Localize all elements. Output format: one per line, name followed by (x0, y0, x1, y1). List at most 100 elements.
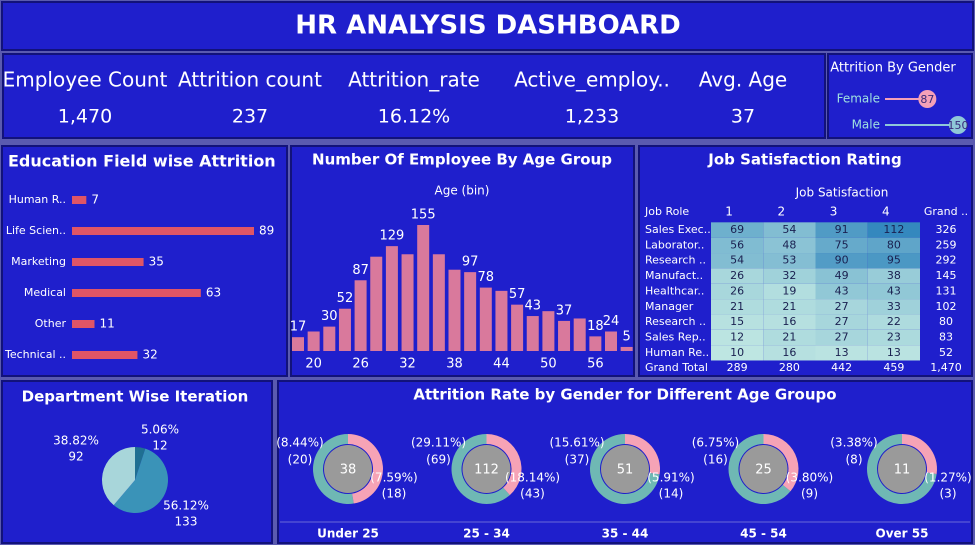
row-label: Manager (645, 300, 694, 313)
cell-value: 12 (730, 330, 744, 343)
bar (464, 272, 477, 351)
cell-value: 27 (835, 315, 849, 328)
bar (292, 337, 304, 351)
percent-label: (6.75%) (692, 436, 739, 450)
count-label: 92 (68, 450, 83, 464)
cell-value: 91 (835, 223, 849, 236)
kpi-value: 237 (232, 106, 268, 128)
panel-title: Attrition By Gender (830, 61, 956, 76)
heat-cell (763, 253, 816, 269)
cell-value: 48 (782, 238, 796, 251)
cell-value: 13 (835, 346, 849, 359)
heat-cell (763, 299, 816, 315)
panel-title: Number Of Employee By Age Group (312, 151, 612, 169)
bar (620, 346, 633, 351)
cell-value: 27 (835, 300, 849, 313)
cell-value: 43 (887, 284, 901, 297)
column-total: 289 (727, 361, 748, 374)
value-label: 87 (920, 93, 934, 106)
cell-value: 56 (730, 238, 744, 251)
heat-cell (815, 314, 868, 330)
heat-cell (763, 329, 816, 346)
cell-value: 75 (835, 238, 849, 251)
bar (72, 258, 144, 266)
column-header: 1 (725, 205, 733, 219)
donut-segment (902, 434, 937, 474)
row-label: Human Re.. (645, 346, 709, 359)
heat-cell (711, 253, 764, 269)
donut-segment (486, 434, 522, 496)
heat-cell (867, 329, 920, 346)
kpi-value: 16.12% (378, 106, 450, 128)
heat-cell (763, 237, 816, 254)
bar (72, 289, 201, 297)
count-label: (14) (659, 487, 684, 501)
bar (72, 351, 138, 359)
row-total: 80 (939, 315, 953, 328)
value-label: 52 (337, 291, 354, 306)
heat-cell (711, 345, 764, 361)
heat-cell (815, 299, 868, 315)
heat-cell (867, 253, 920, 269)
bar (72, 196, 87, 204)
row-header: Job Role (644, 205, 689, 218)
heat-cell (815, 283, 868, 300)
count-label: (18) (382, 487, 407, 501)
x-tick-label: 26 (352, 357, 369, 372)
category-label: Medical (24, 286, 66, 299)
value-label: 17 (290, 320, 307, 335)
kpi-label: Active_employ.. (514, 68, 670, 92)
donut-segment (312, 434, 354, 505)
heat-cell (711, 329, 764, 346)
donut-segment (728, 434, 791, 504)
axis-title: Age (bin) (435, 184, 490, 198)
bar (448, 269, 461, 351)
pie-slice (135, 447, 146, 480)
category-label: Under 25 (317, 527, 379, 541)
x-tick-label: 50 (540, 357, 557, 372)
total-label: Grand Total (645, 361, 708, 374)
cell-value: 27 (835, 330, 849, 343)
row-label: Sales Exec.. (645, 223, 711, 236)
category-label: Technical .. (4, 348, 66, 361)
row-total: 102 (936, 300, 957, 313)
value-label: 43 (524, 299, 541, 314)
value-label: 7 (91, 193, 99, 207)
row-label: Healthcar.. (645, 284, 704, 297)
value-label: 97 (462, 255, 479, 270)
cell-value: 16 (782, 346, 796, 359)
value-label: 24 (603, 314, 620, 329)
cell-value: 21 (782, 330, 796, 343)
percent-label: (8.44%) (276, 436, 323, 450)
value-label: 37 (556, 303, 573, 318)
percent-label: (3.80%) (786, 471, 833, 485)
percent-label: (7.59%) (370, 471, 417, 485)
column-total: 459 (883, 361, 904, 374)
column-header: 4 (882, 205, 890, 219)
heat-cell (867, 314, 920, 330)
donut-center (324, 445, 372, 493)
cell-value: 15 (730, 315, 744, 328)
kpi-label: Avg. Age (699, 68, 787, 92)
column-total: 442 (831, 361, 852, 374)
row-total: 145 (936, 269, 957, 282)
lollipop-head (949, 116, 967, 134)
value-label: 5.06% (141, 423, 179, 437)
row-total: 131 (936, 284, 957, 297)
x-tick-label: 56 (587, 357, 604, 372)
bar (558, 320, 571, 351)
category-label: Other (35, 317, 67, 330)
heat-cell (711, 268, 764, 284)
lollipop-head (918, 90, 937, 108)
kpi-value: 37 (731, 106, 755, 128)
donut-segment (451, 434, 510, 504)
x-tick-label: 32 (399, 357, 416, 372)
cell-value: 13 (887, 346, 901, 359)
row-total: 326 (936, 223, 957, 236)
heat-cell (763, 268, 816, 284)
bar (385, 246, 398, 351)
heat-cell (763, 345, 816, 361)
category-label: Human R.. (9, 193, 66, 206)
heat-cell (867, 345, 920, 361)
